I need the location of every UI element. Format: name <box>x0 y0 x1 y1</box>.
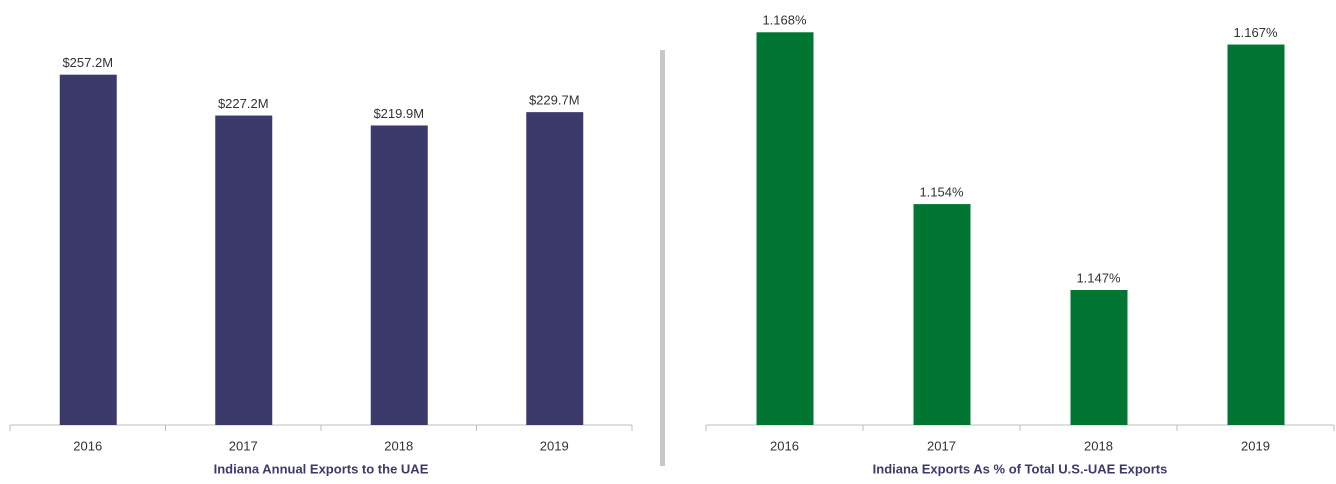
bar <box>913 204 971 425</box>
data-label: 1.167% <box>1233 25 1278 40</box>
chart-title: Indiana Exports As % of Total U.S.-UAE E… <box>873 461 1168 476</box>
divider <box>660 50 665 466</box>
bar <box>526 112 584 426</box>
bar <box>1070 290 1128 425</box>
chart-title: Indiana Annual Exports to the UAE <box>214 461 429 476</box>
x-tick-label: 2019 <box>1241 438 1270 453</box>
x-tick-label: 2018 <box>384 438 413 453</box>
x-tick-label: 2016 <box>73 438 102 453</box>
data-label: $229.7M <box>529 93 580 108</box>
data-label: 1.147% <box>1076 270 1121 285</box>
bar <box>1227 44 1285 425</box>
x-tick-label: 2019 <box>540 438 569 453</box>
bar <box>59 74 117 425</box>
bar <box>370 125 428 426</box>
data-label: $257.2M <box>62 55 113 70</box>
x-tick-label: 2017 <box>927 438 956 453</box>
x-tick-label: 2018 <box>1084 438 1113 453</box>
data-label: 1.154% <box>919 185 964 200</box>
data-label: 1.168% <box>762 13 807 28</box>
x-tick-label: 2016 <box>770 438 799 453</box>
bar <box>215 115 273 425</box>
x-tick-label: 2017 <box>229 438 258 453</box>
data-label: $219.9M <box>373 106 424 121</box>
bar <box>756 32 814 425</box>
data-label: $227.2M <box>218 96 269 111</box>
